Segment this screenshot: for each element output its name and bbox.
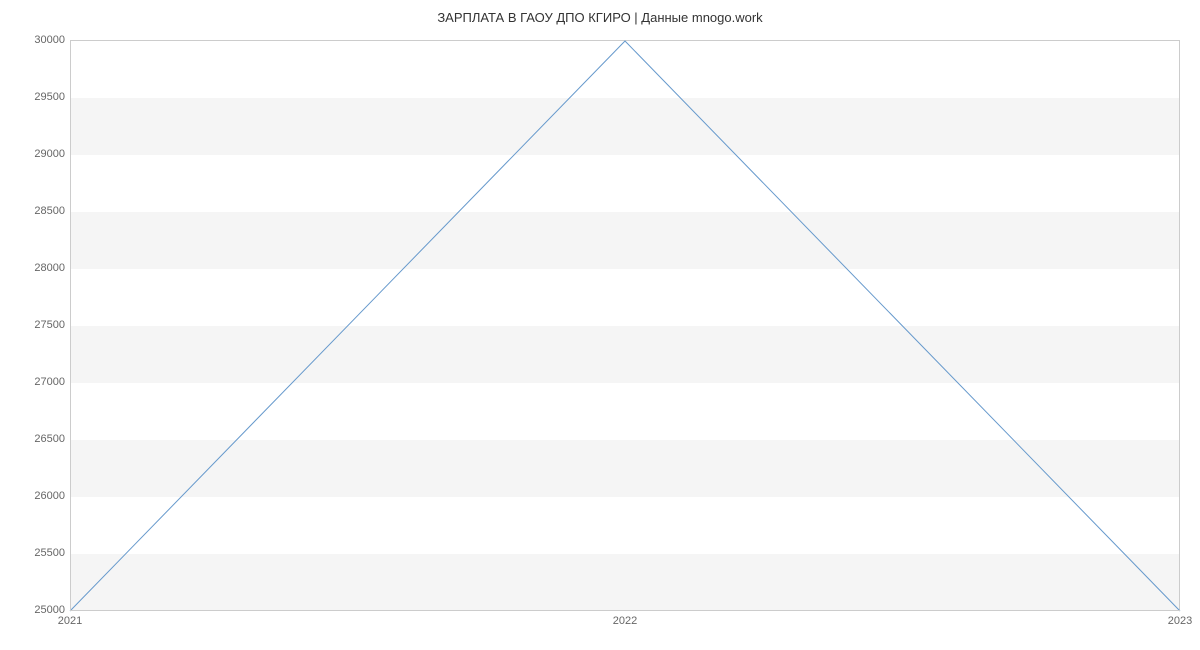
y-tick-label: 25500	[5, 547, 65, 559]
y-tick-label: 25000	[5, 604, 65, 616]
y-tick-label: 30000	[5, 34, 65, 46]
y-tick-label: 26500	[5, 433, 65, 445]
line-series	[70, 41, 1179, 610]
x-tick-label: 2022	[613, 615, 637, 627]
y-tick-label: 28000	[5, 262, 65, 274]
x-tick-label: 2021	[58, 615, 82, 627]
y-tick-label: 26000	[5, 490, 65, 502]
y-tick-label: 27500	[5, 319, 65, 331]
y-tick-label: 28500	[5, 205, 65, 217]
plot-area	[70, 40, 1180, 610]
chart-title: ЗАРПЛАТА В ГАОУ ДПО КГИРО | Данные mnogo…	[0, 10, 1200, 25]
y-tick-label: 29500	[5, 91, 65, 103]
y-tick-label: 27000	[5, 376, 65, 388]
y-axis-line	[70, 40, 71, 610]
x-axis-line	[70, 610, 1180, 611]
x-tick-label: 2023	[1168, 615, 1192, 627]
y-tick-label: 29000	[5, 148, 65, 160]
